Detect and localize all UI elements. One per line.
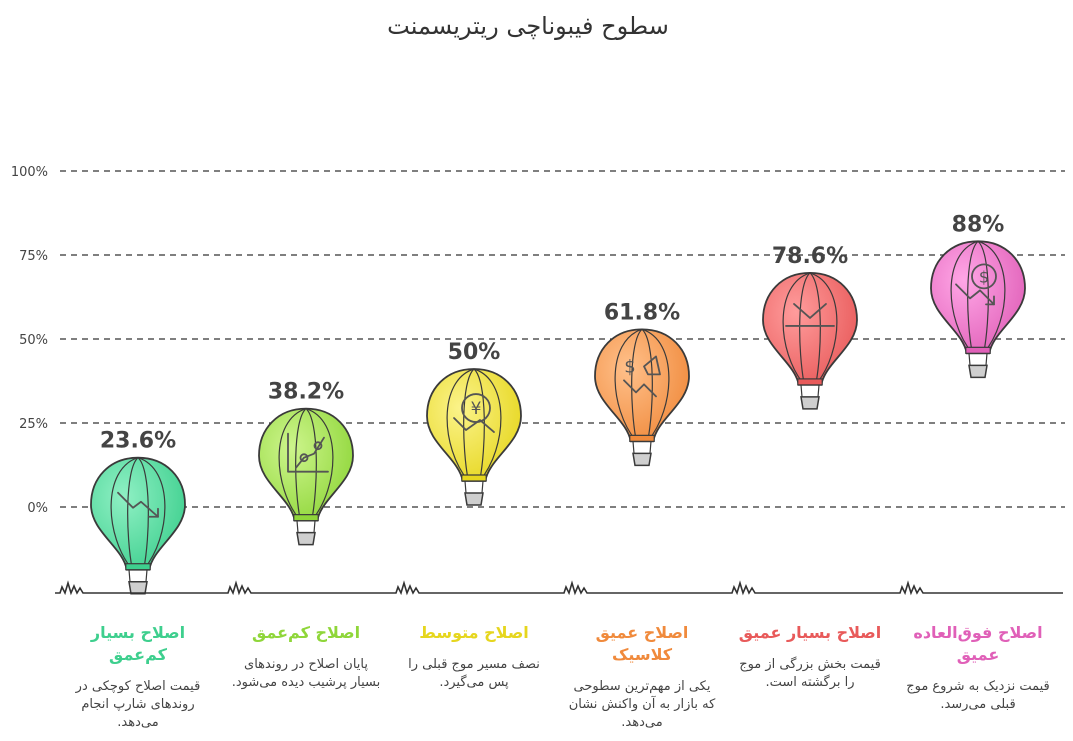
- level-description: قیمت بخش بزرگی از موج را برگشته است.: [739, 657, 881, 690]
- level-title: اصلاح عمیق کلاسیک: [595, 623, 689, 664]
- balloon-envelope: [258, 407, 354, 522]
- balloon-basket: [296, 531, 316, 546]
- y-axis-ticks: 0% 25% 50% 75% 100%: [11, 165, 48, 516]
- balloon: 78.6%: [762, 244, 858, 410]
- y-tick-label: 0%: [27, 501, 48, 516]
- level-title: اصلاح متوسط: [419, 623, 529, 642]
- level-description: نصف مسیر موج قبلی را پس می‌گیرد.: [408, 657, 540, 690]
- balloon-basket: [968, 364, 988, 379]
- line-chart-up-icon: [287, 432, 329, 473]
- balloon-envelope: [930, 240, 1026, 355]
- y-tick-label: 50%: [19, 333, 48, 348]
- value-label: 61.8%: [604, 300, 680, 325]
- level-card: اصلاح بسیار عمیق قیمت بخش بزرگی از موج را…: [735, 622, 885, 692]
- balloon: 38.2%: [258, 380, 354, 546]
- level-description: یکی از مهم‌ترین سطوحی که بازار به آن واک…: [568, 679, 716, 730]
- y-tick-label: 75%: [19, 249, 48, 264]
- value-label: 23.6%: [100, 429, 176, 454]
- level-card: اصلاح متوسط نصف مسیر موج قبلی را پس می‌گی…: [399, 622, 549, 692]
- balloon-basket: [632, 452, 652, 467]
- level-title: اصلاح فوق‌العاده عمیق: [913, 623, 1043, 664]
- level-card: اصلاح کم‌عمق پایان اصلاح در روندهای بسیار…: [231, 622, 381, 692]
- svg-text:¥: ¥: [471, 399, 482, 419]
- balloon: ¥50%: [426, 340, 522, 506]
- yen-down-icon: ¥: [453, 393, 495, 433]
- balloon-envelope: [90, 456, 186, 571]
- level-card: اصلاح بسیار کم‌عمق قیمت اصلاح کوچکی در رو…: [63, 622, 213, 732]
- dollar-megaphone-icon: $: [623, 355, 661, 398]
- level-description: قیمت اصلاح کوچکی در روندهای شارپ انجام م…: [75, 679, 201, 730]
- chart-down-arrow-icon: [117, 491, 159, 518]
- level-card: اصلاح عمیق کلاسیک یکی از مهم‌ترین سطوحی ک…: [567, 622, 717, 732]
- balloon: $61.8%: [594, 300, 690, 467]
- value-label: 50%: [448, 340, 501, 365]
- ground-line: [55, 580, 1063, 596]
- level-description: پایان اصلاح در روندهای بسیار پرشیب دیده …: [231, 657, 381, 690]
- level-card: اصلاح فوق‌العاده عمیق قیمت نزدیک به شروع …: [903, 622, 1053, 714]
- svg-text:$: $: [624, 356, 635, 377]
- dollar-down-icon: $: [955, 263, 997, 306]
- chart-title: سطوح فیبوناچی ریتریسمنت: [387, 12, 669, 40]
- level-description: قیمت نزدیک به شروع موج قبلی می‌رسد.: [906, 679, 1050, 712]
- balloons: 23.6% 38.2% ¥50% $61.8% 78.6% $88%: [90, 212, 1026, 595]
- balloon: $88%: [930, 212, 1026, 379]
- balloon-basket: [800, 396, 820, 410]
- svg-text:$: $: [979, 267, 989, 286]
- level-title: اصلاح بسیار عمیق: [738, 623, 882, 642]
- value-label: 78.6%: [772, 244, 848, 269]
- value-label: 88%: [952, 212, 1005, 237]
- y-tick-label: 25%: [19, 417, 48, 432]
- balloon-envelope: [762, 272, 858, 386]
- balloon-basket: [128, 580, 148, 595]
- balloon-basket: [464, 492, 484, 506]
- value-label: 38.2%: [268, 380, 344, 405]
- y-tick-label: 100%: [11, 165, 48, 180]
- chevron-down-line-icon: [785, 303, 835, 327]
- level-title: اصلاح کم‌عمق: [251, 623, 361, 642]
- balloon: 23.6%: [90, 429, 186, 595]
- level-title: اصلاح بسیار کم‌عمق: [90, 623, 186, 664]
- grid-lines: [60, 170, 1065, 508]
